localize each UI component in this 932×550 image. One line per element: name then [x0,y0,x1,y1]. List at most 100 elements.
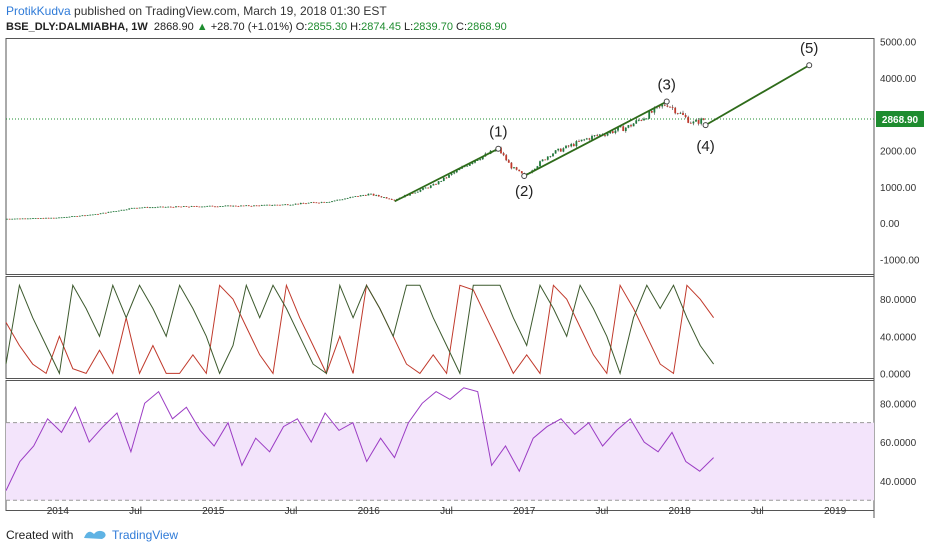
candle-body [162,206,164,208]
candle-body [8,218,11,220]
up-arrow-icon: ▲ [196,21,208,33]
candle-body [624,127,627,132]
candle-body [596,135,599,137]
candle-body [11,218,14,220]
chart-canvas[interactable]: 2014 Jul 2015 Jul 2016 Jul 2017 Jul 2018 Jul 2019 5… [0,38,932,518]
candle-body [372,193,375,196]
candle-body [281,204,284,206]
candle-body [115,211,118,212]
candle-body [442,177,445,182]
candle-body [341,199,344,201]
x-tick-label: 2018 [669,506,692,517]
x-tick-label: 2015 [202,506,225,517]
candle-body [364,195,367,196]
candle-body [697,119,700,124]
candle-body [546,156,549,160]
projection-line [705,64,810,126]
price-tick-label: -1000.00 [880,255,920,266]
candle-body [666,105,669,107]
candle-body [63,217,66,218]
candle-body [515,167,518,170]
candle-body [471,162,474,164]
candle-body [700,118,703,124]
candle-body [143,206,146,208]
candle-body [58,217,60,219]
candle-body [450,173,453,175]
candle-body [177,206,180,208]
candle-body [172,206,175,208]
candle-body [169,206,172,208]
high-label: H: [350,21,362,33]
x-tick-label: 2017 [513,506,536,517]
x-tick-label: Jul [129,506,142,517]
pane-frame-1 [5,38,875,275]
candle-body [588,138,591,140]
created-with-text: Created with [6,528,74,542]
candle-body [617,127,619,131]
candle-body [367,193,370,196]
candle-body [630,125,632,127]
candle-body [520,171,523,174]
price-tick-label: 2000.00 [880,147,917,158]
candle-body [299,202,302,205]
candle-body [240,205,242,207]
candle-body [227,205,229,207]
candle-body [195,206,198,207]
candle-body [107,211,110,213]
candle-body [385,197,388,199]
candle-body [81,215,84,217]
x-tick-label: Jul [596,506,609,517]
candle-body [260,205,263,206]
candle-body [585,138,588,140]
candle-body [333,200,336,202]
candle-body [331,201,333,202]
candle-body [266,204,268,206]
candle-body [250,205,253,207]
author-link[interactable]: ProtikKudva [6,4,71,18]
wave-point [702,122,709,129]
candle-body [362,195,365,196]
wave-label: (3) [658,77,676,94]
price-tick-label: 1000.00 [880,183,917,194]
candle-body [167,206,170,208]
price-change: +28.70 (+1.01%) [210,21,293,33]
tradingview-brand[interactable]: TradingView [112,528,179,542]
candle-body [583,139,586,141]
candle-body [510,162,513,169]
candle-body [284,204,287,206]
candle-body [39,217,42,219]
candle-body [89,214,92,216]
candle-body [671,106,674,108]
candle-body [141,207,144,209]
last-price-tag-label: 2868.90 [882,115,919,126]
candle-body [661,104,664,107]
wave-label: (5) [800,40,818,57]
candle-body [76,216,79,217]
candle-body [689,122,692,124]
last-price-tag [876,111,924,128]
candle-body [359,195,362,197]
symbol-label[interactable]: BSE_DLY:DALMIABHA, 1W [6,21,148,33]
candle-body [305,203,307,205]
candle-body [214,206,216,208]
candle-body [468,163,471,166]
osc-series-line-2 [5,283,715,376]
candle-body [65,216,68,218]
candle-body [302,202,305,204]
candle-body [676,113,679,115]
candle-body [622,126,625,132]
candle-body [619,126,622,128]
wave-point [806,62,813,69]
candle-body [216,206,219,208]
candle-body [318,202,320,204]
rsi-tick-label: 80.0000 [880,399,917,410]
pane-frame-2 [5,276,875,379]
high-value: 2874.45 [361,21,401,33]
candle-body [97,213,99,215]
candle-body [578,141,580,142]
candle-body [91,214,94,216]
candle-body [294,203,297,205]
price-tick-label: 5000.00 [880,38,917,49]
candle-body [393,199,396,201]
candle-body [669,106,671,108]
